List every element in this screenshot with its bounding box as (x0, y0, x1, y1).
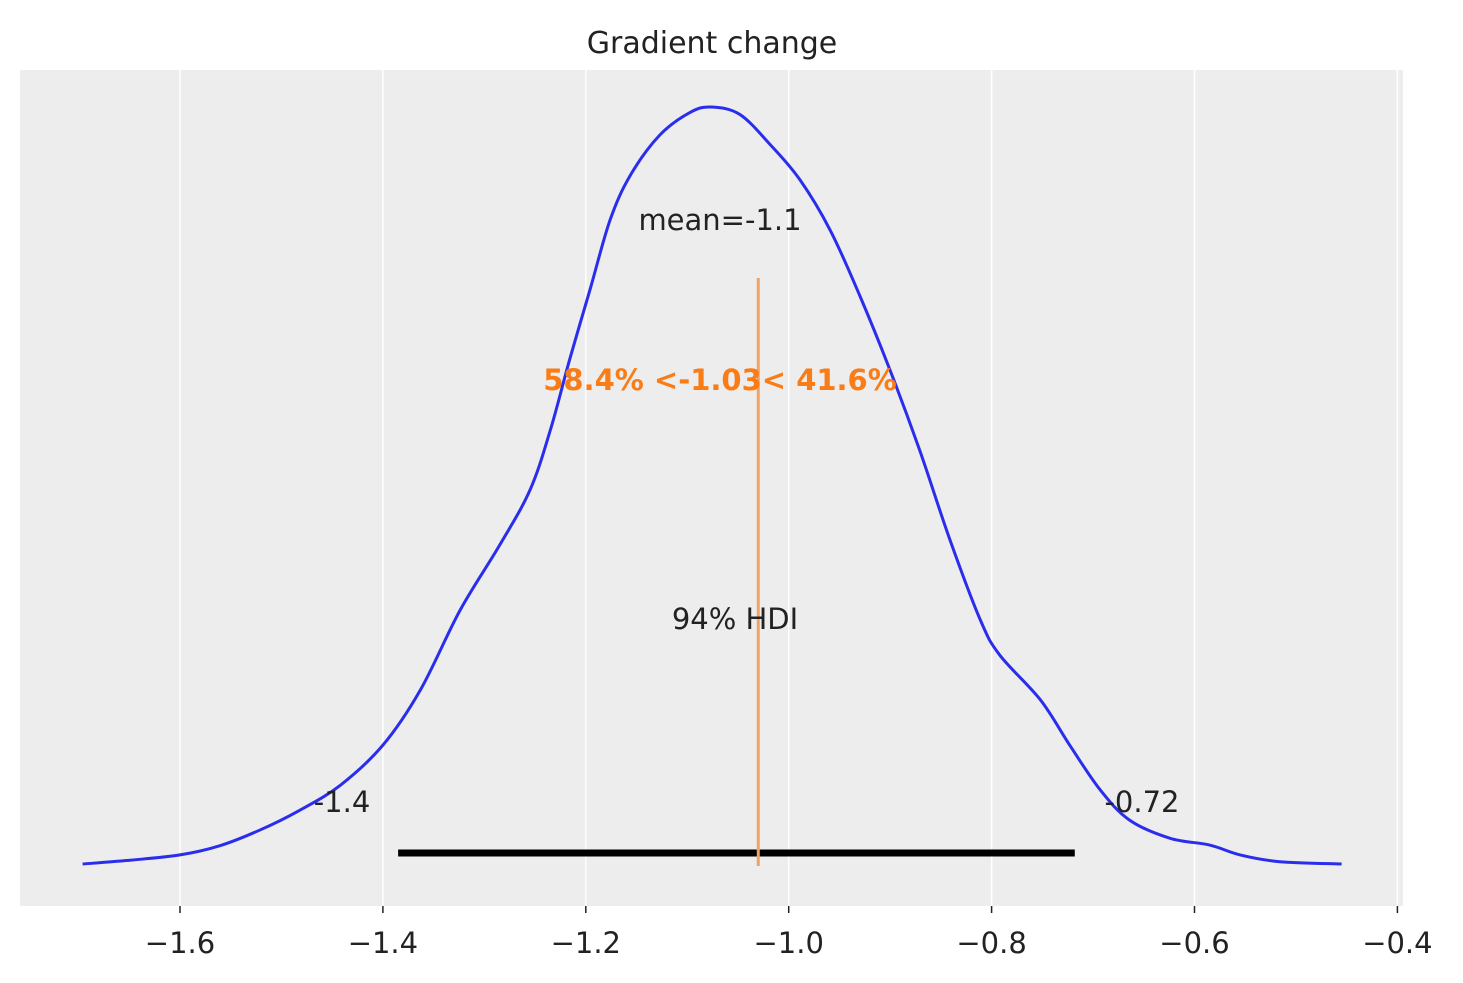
mean-label: mean=-1.1 (638, 203, 801, 237)
x-tick-label: −0.8 (956, 926, 1026, 960)
hdi-low-label: -1.4 (314, 785, 371, 819)
x-tick-label: −1.6 (145, 926, 215, 960)
x-tick-label: −0.6 (1159, 926, 1229, 960)
x-tick-label: −0.4 (1362, 926, 1432, 960)
plot-area (20, 70, 1403, 906)
chart-title: Gradient change (587, 26, 838, 61)
density-curve (82, 105, 1342, 866)
reference-label: 58.4% <-1.03< 41.6% (543, 363, 897, 397)
hdi-high-label: -0.72 (1104, 785, 1179, 819)
x-tick-label: −1.0 (753, 926, 823, 960)
hdi-label: 94% HDI (672, 602, 798, 636)
x-tick-label: −1.4 (348, 926, 418, 960)
x-tick-label: −1.2 (551, 926, 621, 960)
